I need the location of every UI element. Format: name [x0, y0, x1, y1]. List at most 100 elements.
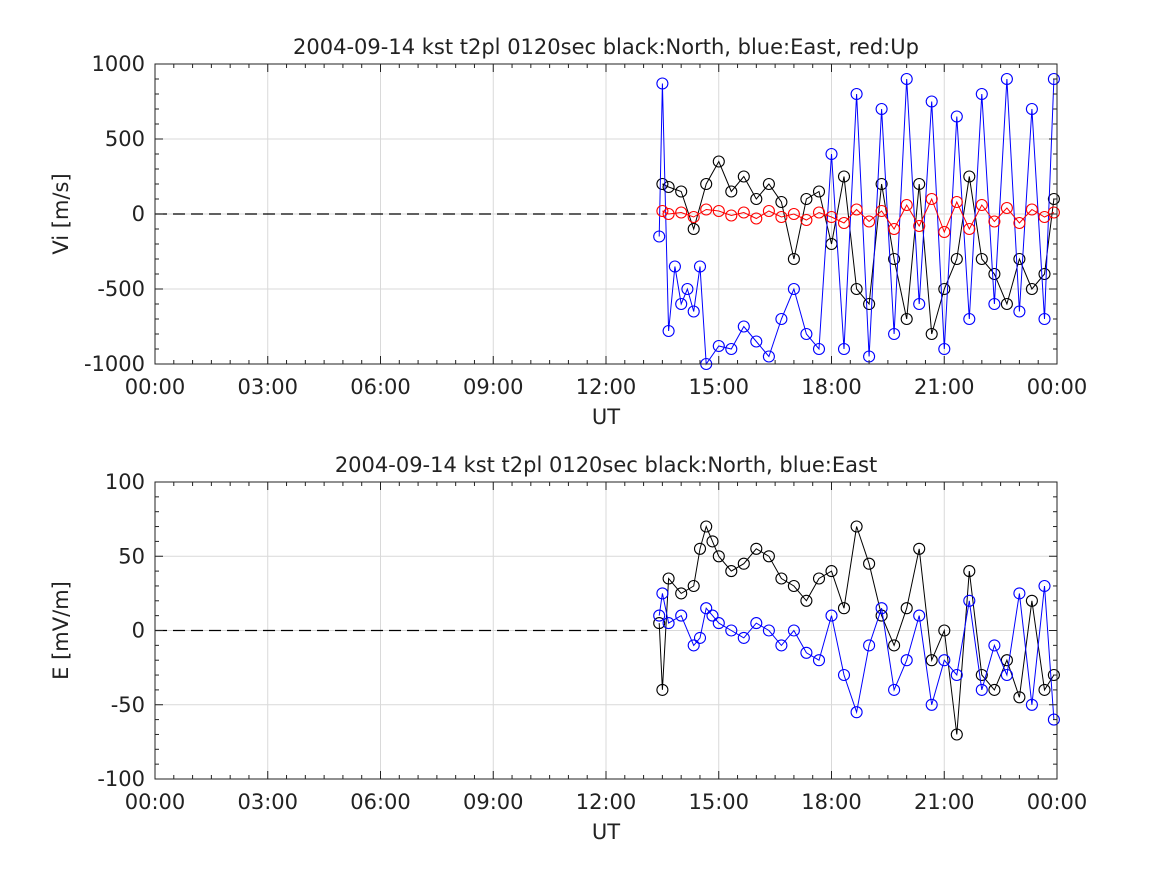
data-point — [712, 617, 725, 630]
data-point — [750, 212, 763, 225]
data-point — [750, 542, 763, 555]
data-point — [975, 87, 988, 101]
data-point — [725, 185, 738, 198]
data-point — [888, 252, 901, 266]
data-point — [875, 602, 888, 615]
data-point — [750, 192, 763, 206]
data-point — [662, 617, 675, 630]
data-point — [687, 222, 700, 236]
data-point — [900, 72, 913, 86]
data-point — [662, 207, 675, 221]
data-point — [900, 654, 913, 667]
data-point — [700, 520, 713, 533]
y-tick-label: -100 — [97, 767, 145, 791]
data-point — [1000, 654, 1013, 667]
axes-frame — [154, 481, 1058, 780]
data-point — [668, 260, 681, 273]
data-point — [656, 683, 669, 696]
data-point — [700, 177, 713, 191]
data-point — [775, 639, 788, 652]
data-point — [938, 225, 951, 239]
data-point — [800, 594, 813, 607]
data-point — [1025, 698, 1038, 711]
data-point — [812, 185, 826, 198]
data-point — [888, 683, 901, 696]
data-point — [963, 594, 976, 607]
x-tick-label: 03:00 — [237, 790, 298, 814]
data-point — [812, 206, 826, 219]
data-point — [1038, 579, 1051, 593]
data-point — [850, 87, 863, 101]
data-point — [712, 155, 725, 168]
data-point — [1047, 192, 1060, 206]
data-point — [750, 335, 763, 348]
data-point — [1025, 102, 1038, 116]
data-point — [850, 203, 863, 216]
y-tick-label: 0 — [132, 619, 145, 643]
data-point — [863, 297, 876, 311]
data-point — [1038, 683, 1051, 696]
data-point — [800, 192, 813, 206]
data-point — [706, 535, 719, 548]
x-tick-label: 12:00 — [576, 375, 637, 399]
x-tick-label: 21:00 — [914, 790, 975, 814]
data-point — [913, 219, 926, 233]
data-point — [762, 177, 775, 191]
data-point — [662, 324, 675, 338]
data-point — [875, 204, 888, 218]
y-axis-label: E [mV/m] — [49, 581, 73, 680]
series-line — [658, 78, 1055, 366]
data-point — [1013, 252, 1026, 266]
x-tick-label: 09:00 — [463, 790, 524, 814]
data-point — [837, 602, 851, 615]
data-point — [775, 210, 788, 224]
x-tick-label: 15:00 — [688, 375, 749, 399]
data-point — [737, 170, 750, 183]
data-point — [950, 110, 963, 123]
data-point — [737, 320, 750, 333]
data-point — [725, 209, 738, 222]
data-point — [963, 170, 976, 183]
data-point — [913, 177, 926, 191]
data-point — [988, 683, 1001, 696]
data-point — [900, 312, 913, 326]
data-point — [1013, 587, 1026, 600]
y-tick-label: -1000 — [84, 352, 145, 376]
data-point — [1000, 72, 1013, 86]
data-point — [850, 706, 863, 719]
data-point — [656, 177, 669, 191]
data-point — [787, 207, 800, 221]
data-point — [888, 222, 901, 236]
data-point — [938, 342, 951, 356]
x-tick-label: 09:00 — [463, 375, 524, 399]
data-point — [712, 204, 725, 218]
data-point — [900, 602, 913, 615]
x-tick-label: 18:00 — [801, 375, 862, 399]
data-point — [1013, 305, 1026, 318]
data-point — [656, 77, 669, 90]
data-point — [913, 542, 926, 555]
data-point — [1047, 72, 1060, 86]
data-point — [925, 654, 938, 667]
x-tick-label: 21:00 — [914, 375, 975, 399]
data-point — [950, 728, 963, 741]
data-point — [687, 579, 700, 593]
y-tick-label: 50 — [118, 544, 145, 568]
data-point — [693, 542, 707, 555]
data-point — [975, 252, 988, 266]
data-point — [812, 342, 826, 356]
data-point — [725, 565, 738, 578]
data-point — [975, 683, 988, 696]
data-point — [988, 297, 1001, 311]
data-point — [837, 668, 851, 682]
data-point — [1013, 691, 1026, 704]
data-point — [653, 617, 666, 630]
data-point — [963, 222, 976, 236]
series-up — [656, 192, 1060, 239]
data-point — [693, 260, 707, 273]
data-point — [675, 206, 688, 219]
data-point — [925, 698, 938, 711]
data-point — [681, 282, 694, 296]
data-point — [656, 204, 669, 218]
